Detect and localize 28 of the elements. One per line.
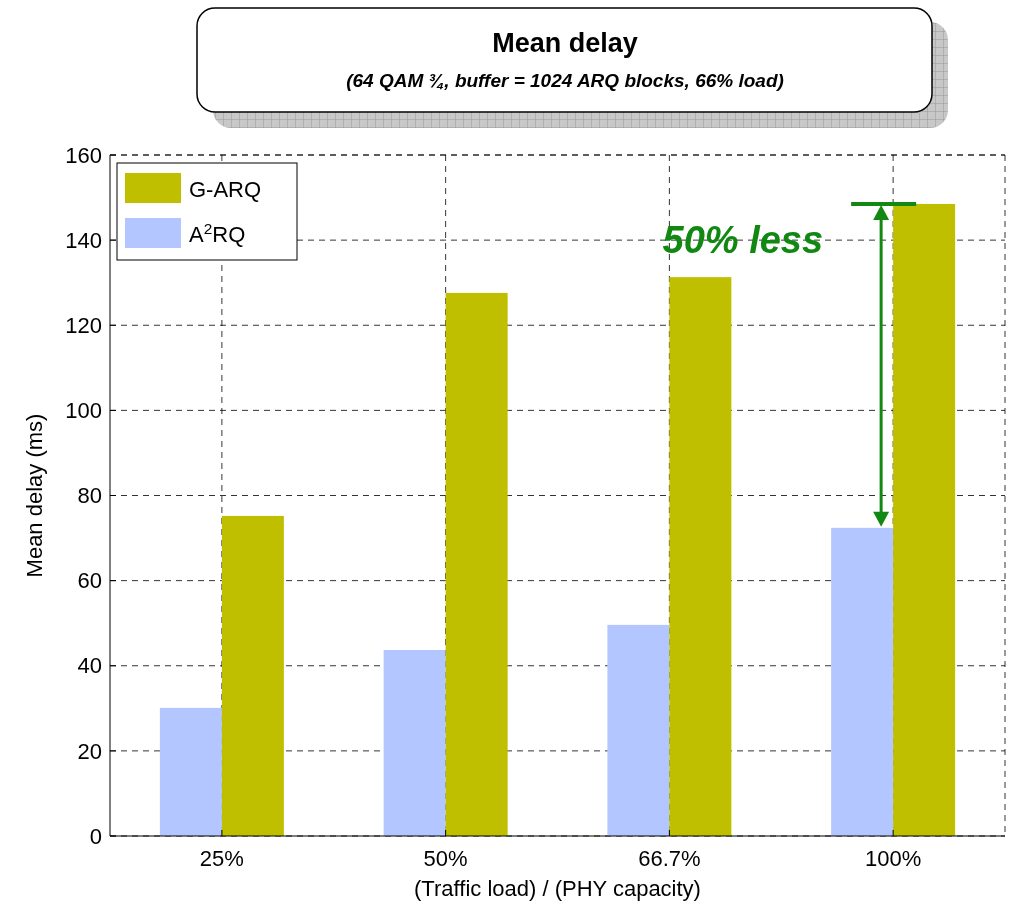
- legend-label: G-ARQ: [189, 177, 262, 202]
- y-tick-label: 140: [65, 227, 102, 253]
- y-tick-label: 60: [77, 568, 102, 594]
- bar: [159, 707, 222, 836]
- bar: [445, 292, 508, 836]
- y-tick-label: 0: [89, 823, 102, 849]
- bar: [607, 624, 670, 836]
- x-axis-title: (Traffic load) / (PHY capacity): [414, 876, 701, 901]
- y-tick-label: 120: [65, 312, 102, 338]
- legend-label: A$^{2}$RQ: [189, 219, 246, 247]
- y-axis-title: Mean delay (ms): [22, 413, 47, 578]
- x-tick-label: 100%: [864, 846, 922, 871]
- bar: [383, 650, 446, 836]
- bar: [893, 203, 956, 836]
- annotation: 50% less: [662, 219, 824, 262]
- y-tick-label: 40: [77, 653, 102, 679]
- bar: [831, 527, 894, 836]
- chart-subtitle: (64 QAM ¾, buffer = 1024 ARQ blocks, 66% load): [346, 70, 784, 91]
- x-tick-label: 50%: [423, 846, 468, 871]
- bar: [669, 277, 732, 836]
- x-tick-label: 66.7%: [638, 846, 701, 871]
- bar: [221, 515, 284, 836]
- y-tick-label: 20: [77, 738, 102, 764]
- y-tick-label: 100: [65, 398, 102, 424]
- x-tick-label: 25%: [199, 846, 244, 871]
- y-tick-label: 80: [77, 483, 102, 509]
- chart-title: Mean delay: [492, 28, 638, 58]
- y-tick-label: 160: [65, 142, 102, 168]
